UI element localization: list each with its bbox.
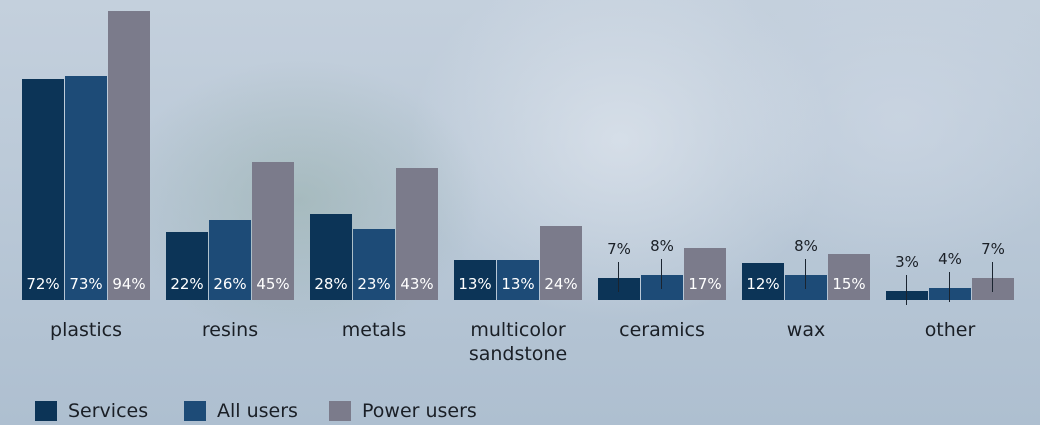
category-label: metals <box>341 319 407 341</box>
value-label: 7% <box>607 240 631 259</box>
leader-line <box>661 259 662 290</box>
value-label: 7% <box>981 240 1005 259</box>
bar <box>396 167 438 300</box>
bar <box>684 247 726 300</box>
value-label: 45% <box>256 275 290 293</box>
value-label: 24% <box>544 275 578 293</box>
value-label: 72% <box>26 275 60 293</box>
value-label: 3% <box>895 252 919 271</box>
value-label: 26% <box>213 275 247 293</box>
bar <box>598 278 640 300</box>
bar <box>929 287 971 300</box>
bar <box>65 75 107 300</box>
legend-swatch <box>35 401 57 421</box>
category-label: plastics <box>50 319 122 341</box>
value-label: 17% <box>688 275 722 293</box>
bar <box>454 260 496 300</box>
legend-label: Power users <box>362 400 477 422</box>
legend-label: Services <box>68 400 149 422</box>
value-label: 8% <box>650 237 674 256</box>
bar <box>742 263 784 300</box>
category-label: multicolor sandstone <box>468 319 568 365</box>
bar <box>972 278 1014 300</box>
category-label: wax <box>786 319 826 341</box>
category-label: other <box>924 319 976 341</box>
leader-line <box>949 271 950 302</box>
legend-label: All users <box>217 400 298 422</box>
bar <box>353 229 395 300</box>
bar <box>108 11 150 300</box>
leader-line <box>906 274 907 305</box>
bar <box>310 213 352 300</box>
bar <box>209 220 251 300</box>
category-label: ceramics <box>619 319 705 341</box>
legend-swatch <box>184 401 206 421</box>
bar <box>166 232 208 300</box>
value-label: 13% <box>458 275 492 293</box>
bar <box>886 290 928 300</box>
value-label: 13% <box>501 275 535 293</box>
leader-line <box>618 262 619 293</box>
bar <box>22 78 64 300</box>
legend-swatch <box>329 401 351 421</box>
value-label: 94% <box>112 275 146 293</box>
value-label: 8% <box>794 237 818 256</box>
value-label: 12% <box>746 275 780 293</box>
value-label: 22% <box>170 275 204 293</box>
bar <box>252 161 294 300</box>
value-label: 73% <box>69 275 103 293</box>
value-label: 28% <box>314 275 348 293</box>
value-label: 23% <box>357 275 391 293</box>
bar <box>785 275 827 300</box>
value-label: 15% <box>832 275 866 293</box>
bar <box>828 253 870 300</box>
bar <box>641 275 683 300</box>
leader-line <box>992 262 993 293</box>
bar <box>497 260 539 300</box>
category-label: resins <box>201 319 259 341</box>
value-label: 43% <box>400 275 434 293</box>
bar <box>540 226 582 300</box>
value-label: 4% <box>938 249 962 268</box>
leader-line <box>805 259 806 290</box>
